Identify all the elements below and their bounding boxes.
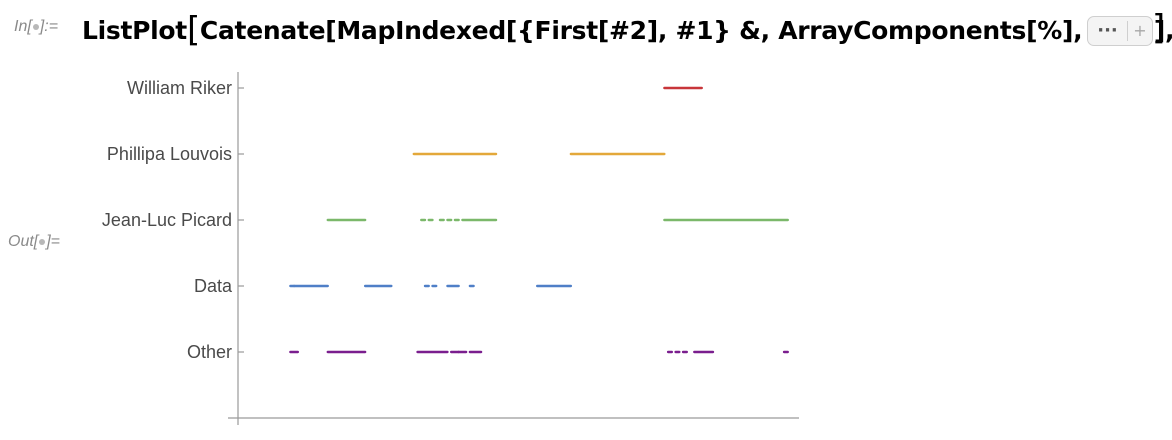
y-tick-label: Phillipa Louvois <box>107 144 232 164</box>
y-tick-label: William Riker <box>127 78 232 98</box>
button-divider <box>1127 21 1128 41</box>
open-bracket: [ <box>186 10 200 50</box>
close-bracket: ] <box>1152 8 1166 48</box>
output-label-prefix: Out[ <box>8 233 39 250</box>
y-tick-label: Data <box>194 276 233 296</box>
plus-icon: + <box>1133 21 1147 40</box>
plot-marks <box>289 86 789 354</box>
expand-options-button[interactable]: ··· + <box>1087 16 1153 46</box>
code-argument: Catenate[MapIndexed[{First[#2], #1} &, A… <box>199 16 1172 45</box>
output-cell-label: Out[ ]= <box>8 233 60 251</box>
y-axis-ticks: Other Data Jean-Luc Picard Phillipa Louvois… <box>102 78 244 362</box>
plot-axes <box>228 72 799 425</box>
y-tick-label: Other <box>187 342 232 362</box>
cell-number-placeholder-dot <box>39 238 46 245</box>
cell-number-placeholder-dot <box>32 23 39 30</box>
input-cell-label: In[ ]:= <box>14 18 58 36</box>
ellipsis-icon: ··· <box>1097 20 1118 41</box>
input-label-suffix: ]:= <box>39 18 59 35</box>
input-label-prefix: In[ <box>14 18 32 35</box>
output-label-suffix: ]= <box>46 233 61 250</box>
code-function-name: ListPlot <box>82 16 187 45</box>
y-tick-label: Jean-Luc Picard <box>102 210 232 230</box>
input-code[interactable]: ListPlot[Catenate[MapIndexed[{First[#2],… <box>82 8 1172 50</box>
